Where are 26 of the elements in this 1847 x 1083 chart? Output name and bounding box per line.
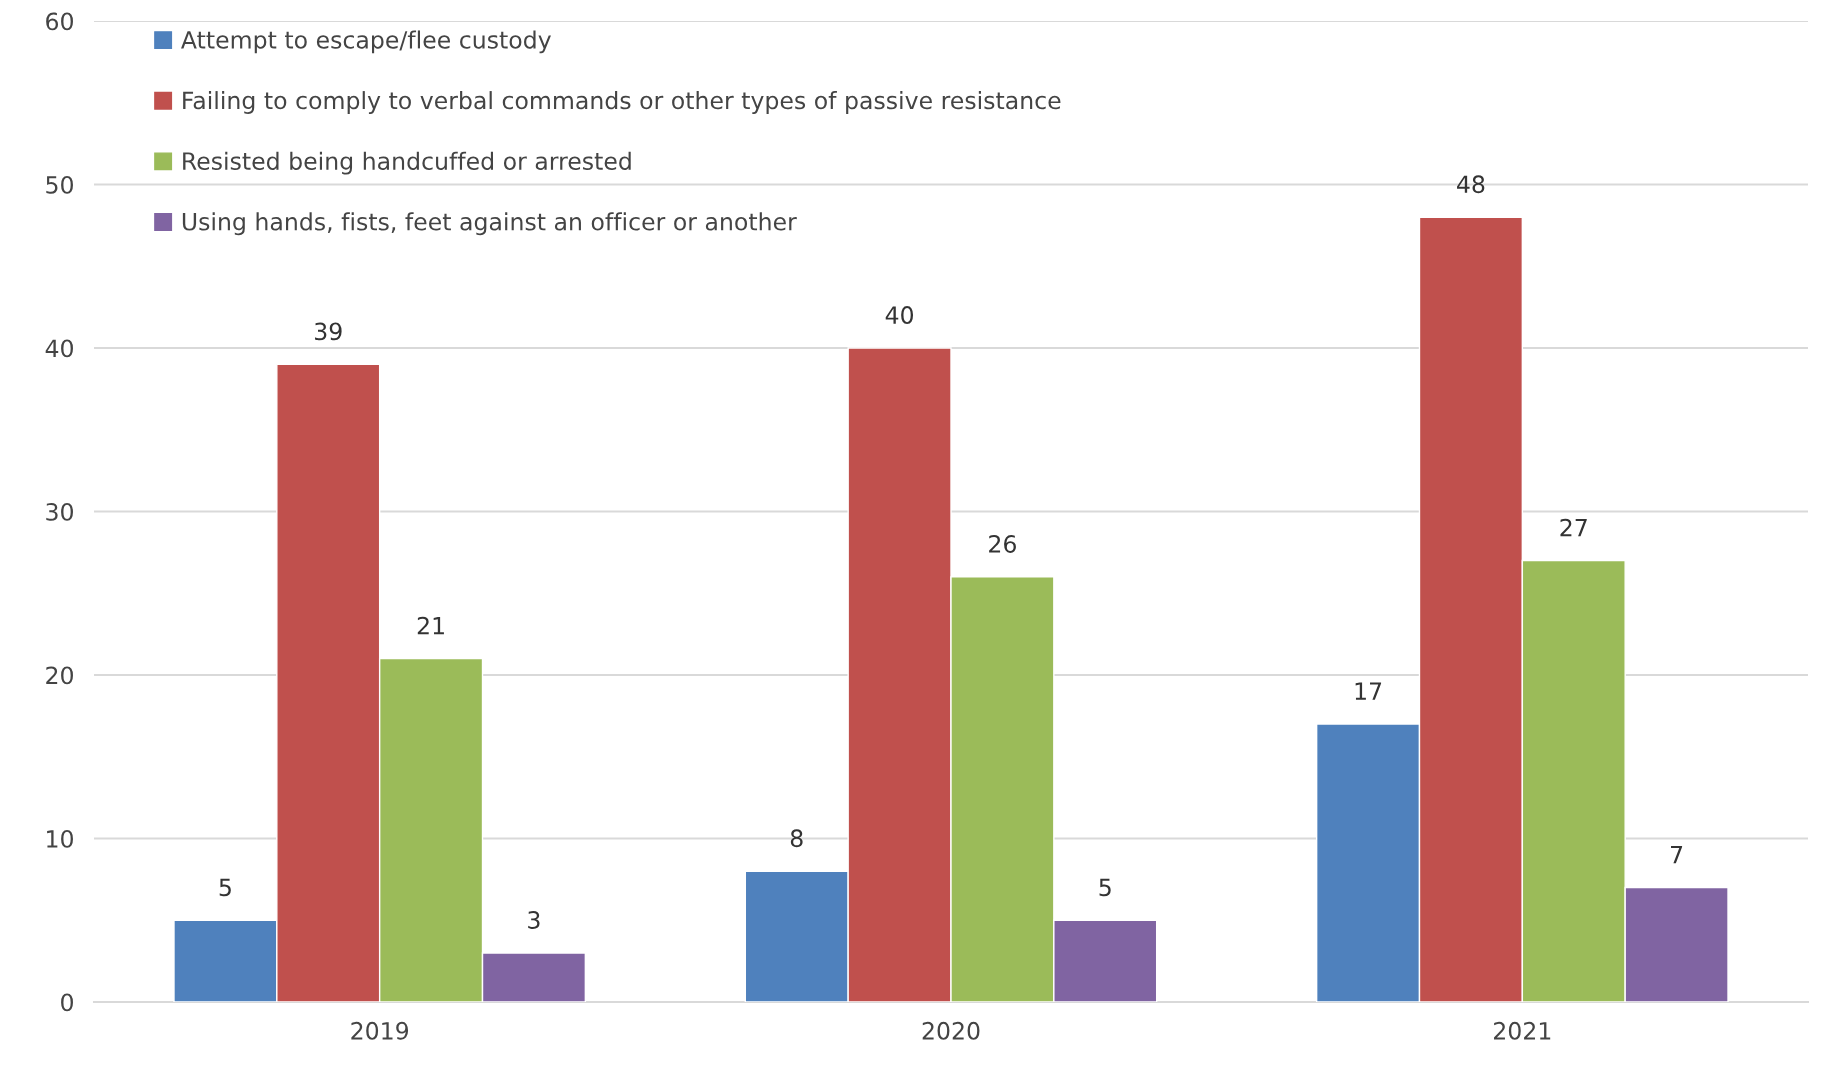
data-label: 21 [417, 616, 444, 635]
legend-label: Attempt to escape/flee custody [181, 30, 551, 54]
data-label: 3 [528, 911, 540, 929]
x-tick-label: 2021 [1494, 1021, 1551, 1040]
x-tick-label: 2020 [922, 1021, 980, 1040]
y-tick-label: 30 [46, 502, 73, 521]
legend-label: Using hands, fists, feet against an officer or another [182, 212, 797, 236]
data-label: 5 [219, 878, 231, 897]
legend-label: Resisted being handcuffed or arrested [183, 151, 631, 175]
data-label: 27 [1560, 518, 1587, 537]
x-tick-label: 2019 [351, 1021, 409, 1040]
data-label: 8 [790, 829, 803, 848]
data-label: 17 [1355, 682, 1382, 700]
y-tick-label: 10 [47, 829, 73, 848]
data-label: 7 [1671, 845, 1683, 864]
y-tick-label: 0 [61, 993, 73, 1012]
data-label: 39 [315, 322, 342, 341]
legend-label: Failing to comply to verbal commands or other types of passive resistance [183, 91, 1061, 114]
data-label: 26 [989, 535, 1016, 553]
y-tick-label: 20 [46, 666, 73, 685]
y-tick-label: 50 [46, 175, 73, 194]
data-label: 40 [885, 306, 914, 324]
y-tick-label: 60 [46, 12, 73, 31]
y-tick-label: 40 [45, 339, 73, 358]
data-label: 5 [1099, 878, 1111, 897]
data-label: 48 [1457, 175, 1485, 194]
